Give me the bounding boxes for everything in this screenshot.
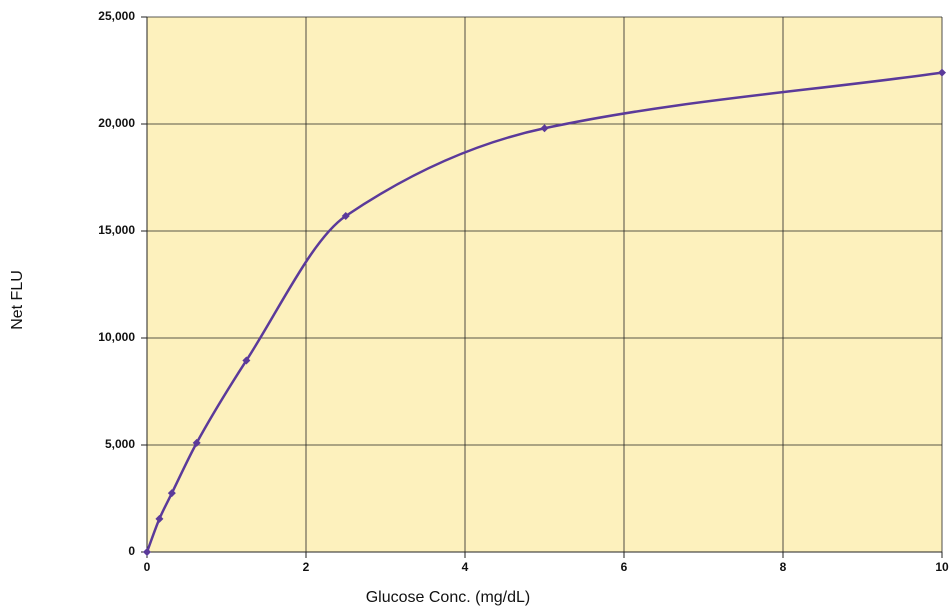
data-point bbox=[143, 548, 151, 556]
x-axis-label: Glucose Conc. (mg/dL) bbox=[366, 589, 531, 606]
x-tick-label: 10 bbox=[935, 560, 949, 574]
y-tick-label: 20,000 bbox=[98, 116, 135, 130]
data-point bbox=[192, 438, 201, 447]
data-point bbox=[155, 514, 164, 523]
data-line bbox=[145, 71, 943, 553]
x-tick-label: 0 bbox=[144, 560, 151, 574]
y-tick-label: 25,000 bbox=[98, 9, 135, 23]
y-tick-label: 10,000 bbox=[98, 330, 135, 344]
data-point bbox=[540, 124, 549, 133]
x-tick-label: 4 bbox=[462, 560, 469, 574]
data-point bbox=[242, 356, 251, 365]
y-tick-label: 5,000 bbox=[105, 437, 135, 451]
plot-area bbox=[147, 17, 942, 552]
x-tick-label: 2 bbox=[303, 560, 310, 574]
x-tick-label: 6 bbox=[621, 560, 628, 574]
y-axis-label: Net FLU bbox=[9, 270, 26, 330]
data-point bbox=[938, 68, 946, 77]
y-tick-label: 15,000 bbox=[98, 223, 135, 237]
data-point bbox=[167, 489, 176, 498]
y-tick-label: 0 bbox=[128, 544, 135, 558]
x-tick-label: 8 bbox=[780, 560, 787, 574]
data-point bbox=[341, 212, 350, 221]
